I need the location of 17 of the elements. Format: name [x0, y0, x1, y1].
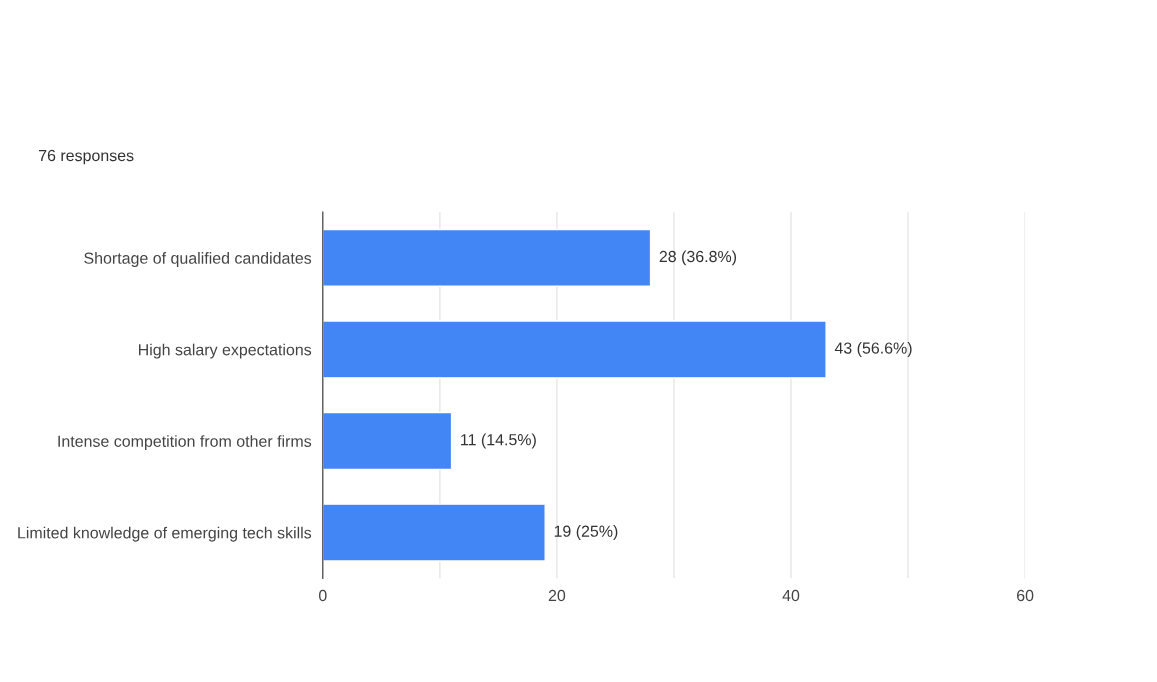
x-tick-label: 20 [548, 589, 566, 602]
bar [322, 228, 652, 287]
y-tick-label: Intense competition from other firms [58, 435, 312, 451]
bar [322, 411, 453, 471]
bar [322, 320, 827, 379]
data-label: 19 (25%) [554, 525, 618, 540]
text: 76 responses [39, 149, 134, 165]
y-tick-label: Limited knowledge of emerging tech skills [18, 526, 312, 542]
y-tick-label: Shortage of qualified candidates [84, 252, 312, 267]
x-tick-label: 60 [1017, 589, 1034, 602]
data-label: 28 (36.8%) [659, 250, 737, 266]
x-tick-label: 0 [318, 589, 327, 602]
bar [322, 503, 546, 562]
x-tick-label: 40 [782, 589, 800, 602]
data-label: 11 (14.5%) [461, 433, 536, 449]
y-tick-label: High salary expectations [139, 343, 312, 359]
data-label: 43 (56.6%) [834, 342, 912, 357]
